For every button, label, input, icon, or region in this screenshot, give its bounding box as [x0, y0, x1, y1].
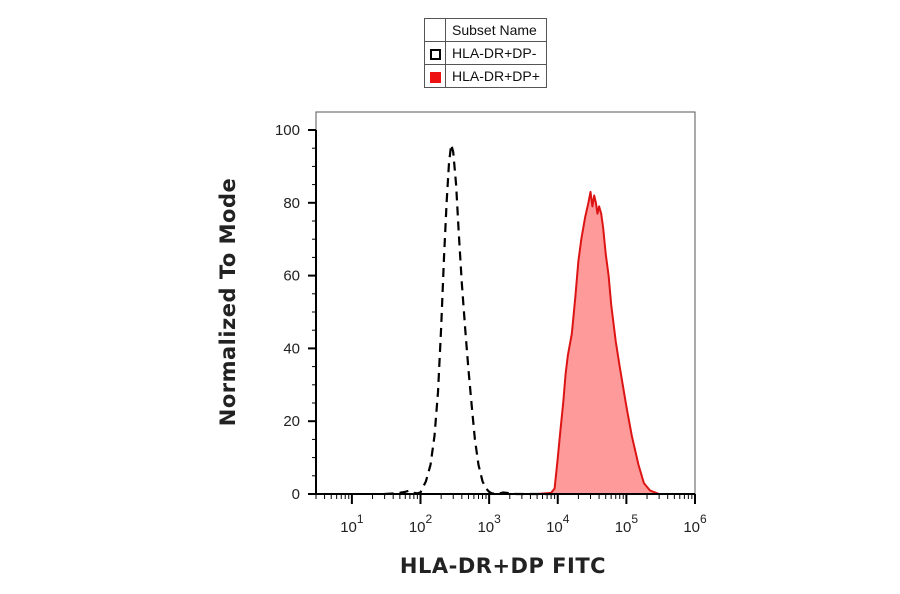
y-axis-ticks: 0 20 40 60 80 100	[275, 122, 316, 503]
x-tick-label: 103	[477, 512, 501, 536]
y-tick-label: 0	[292, 486, 300, 503]
legend-entry: HLA-DR+DP+	[424, 64, 547, 88]
legend-label: HLA-DR+DP+	[445, 64, 547, 88]
legend-swatch-outline	[429, 48, 441, 60]
plot-frame	[315, 111, 696, 495]
x-tick-label: 102	[409, 512, 433, 536]
x-axis-label: HLA-DR+DP FITC	[399, 554, 607, 578]
y-tick-label: 100	[275, 122, 300, 139]
x-tick-label: 104	[546, 512, 570, 536]
legend-entry: HLA-DR+DP-	[424, 41, 547, 65]
series-positive-area	[536, 190, 676, 495]
legend: Subset Name HLA-DR+DP- HLA-DR+DP+	[424, 18, 547, 88]
y-tick-label: 60	[283, 268, 300, 285]
series-layer	[384, 144, 676, 496]
series-negative-line	[384, 144, 558, 496]
x-axis-ticks: 101 102 103 104 105 106	[315, 494, 707, 536]
legend-header-blank	[424, 18, 446, 42]
legend-header: Subset Name	[445, 18, 547, 42]
y-tick-label: 40	[283, 340, 300, 357]
x-tick-label: 101	[340, 512, 364, 536]
y-tick-label: 80	[283, 195, 300, 212]
x-tick-label: 105	[615, 512, 639, 536]
x-tick-label: 106	[683, 512, 707, 536]
legend-header-row: Subset Name	[424, 18, 547, 42]
y-tick-label: 20	[283, 413, 300, 430]
legend-swatch-filled	[429, 71, 441, 83]
y-axis-label: Normalized To Mode	[216, 177, 240, 427]
legend-label: HLA-DR+DP-	[445, 41, 547, 65]
